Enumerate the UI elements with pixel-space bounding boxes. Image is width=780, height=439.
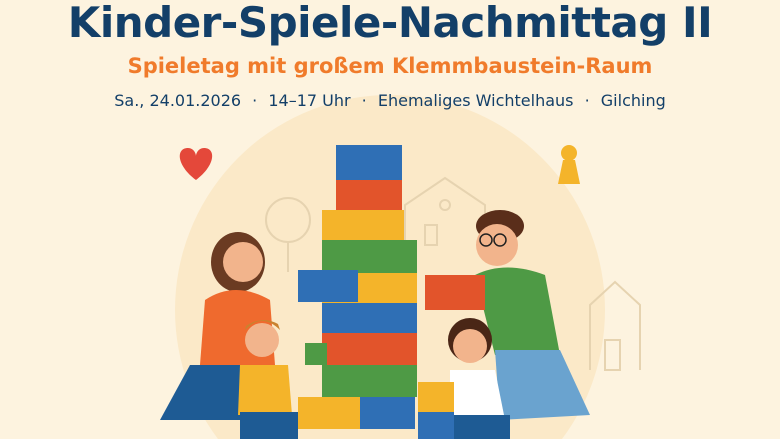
game-pawn-icon [558, 145, 580, 184]
poster-subtitle: Spieletag mit großem Klemmbaustein-Raum [127, 54, 653, 78]
separator: · [584, 91, 590, 110]
boy-figure [238, 319, 327, 439]
event-time: 14–17 Uhr [268, 91, 351, 110]
father-figure [425, 210, 590, 420]
event-town: Gilching [600, 91, 666, 110]
event-details: Sa., 24.01.2026 · 14–17 Uhr · Ehemaliges… [0, 91, 780, 110]
poster-title: Kinder-Spiele-Nachmittag II [67, 0, 713, 47]
red-brick [425, 275, 485, 310]
event-date: Sa., 24.01.2026 [114, 91, 242, 110]
house-outline-icon [404, 176, 641, 371]
separator: · [252, 91, 258, 110]
event-venue: Ehemaliges Wichtelhaus [377, 91, 574, 110]
girl-figure [418, 318, 510, 439]
tree-outline-icon [265, 197, 311, 272]
mother-figure [160, 232, 358, 420]
blue-brick [298, 270, 358, 302]
separator: · [361, 91, 367, 110]
heart-icon [179, 148, 213, 180]
brick-tower [298, 145, 417, 429]
